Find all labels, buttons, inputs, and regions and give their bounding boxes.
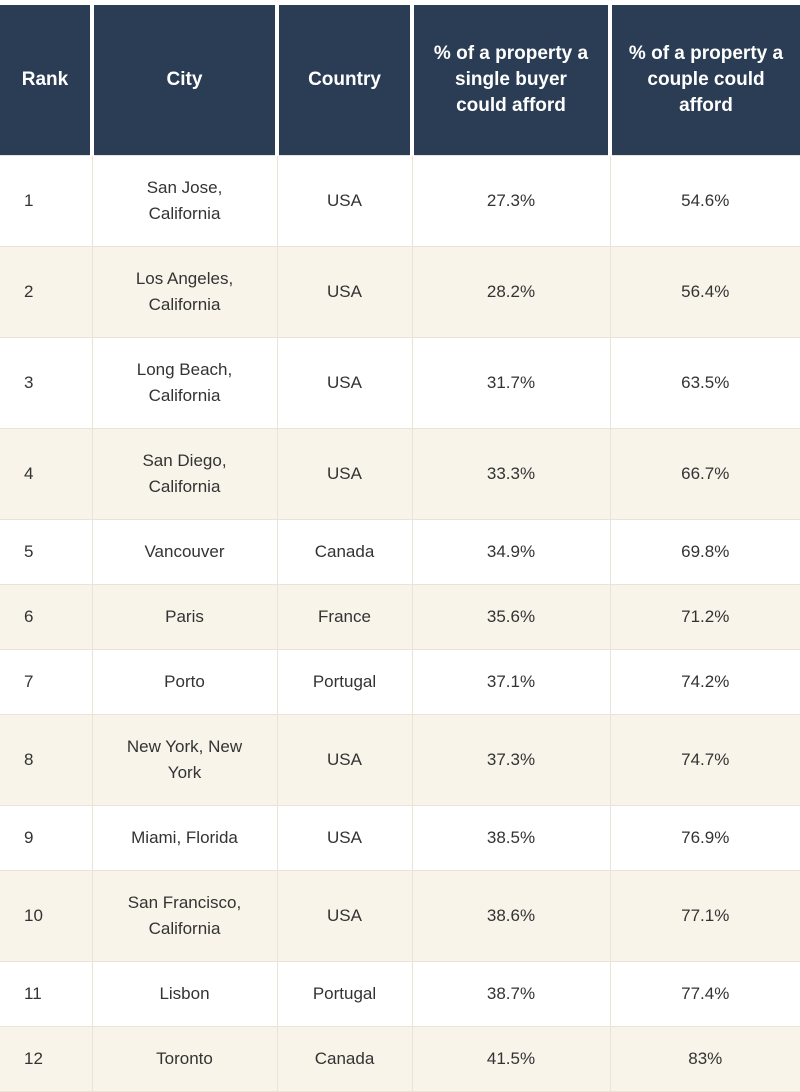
couple-cell: 69.8% [609, 518, 800, 585]
header-single-buyer-pct: % of a property a single buyer could aff… [412, 5, 612, 155]
city-cell: Porto [91, 648, 278, 715]
header-country: Country [277, 5, 414, 155]
table-row: 5 Vancouver Canada 34.9% 69.8% [0, 518, 800, 585]
country-cell: USA [276, 869, 413, 962]
single-buyer-cell: 28.2% [411, 245, 611, 338]
single-buyer-cell: 33.3% [411, 427, 611, 520]
header-row: Rank City Country % of a property a sing… [0, 5, 800, 155]
table-row: 11 Lisbon Portugal 38.7% 77.4% [0, 960, 800, 1027]
rank-cell: 7 [0, 648, 93, 715]
table-row: 8 New York, New York USA 37.3% 74.7% [0, 713, 800, 806]
couple-cell: 66.7% [609, 427, 800, 520]
header-rank: Rank [0, 5, 94, 155]
single-buyer-cell: 37.1% [411, 648, 611, 715]
couple-cell: 74.7% [609, 713, 800, 806]
rank-cell: 12 [0, 1025, 93, 1092]
city-cell: Lisbon [91, 960, 278, 1027]
country-cell: USA [276, 427, 413, 520]
city-cell: Vancouver [91, 518, 278, 585]
header-couple-pct: % of a property a couple could afford [610, 5, 800, 155]
single-buyer-cell: 35.6% [411, 583, 611, 650]
rank-cell: 11 [0, 960, 93, 1027]
city-cell: New York, New York [91, 713, 278, 806]
single-buyer-cell: 38.6% [411, 869, 611, 962]
table-row: 10 San Francisco, California USA 38.6% 77.1% [0, 869, 800, 962]
single-buyer-cell: 27.3% [411, 154, 611, 247]
table-row: 6 Paris France 35.6% 71.2% [0, 583, 800, 650]
table-row: 12 Toronto Canada 41.5% 83% [0, 1025, 800, 1092]
couple-cell: 63.5% [609, 336, 800, 429]
rank-cell: 3 [0, 336, 93, 429]
table-body: 1 San Jose, California USA 27.3% 54.6% 2 Los A… [0, 154, 800, 1092]
table-header: Rank City Country % of a property a sing… [0, 5, 800, 155]
city-cell: San Jose, California [91, 154, 278, 247]
couple-cell: 54.6% [609, 154, 800, 247]
couple-cell: 71.2% [609, 583, 800, 650]
single-buyer-cell: 38.7% [411, 960, 611, 1027]
header-city: City [92, 5, 279, 155]
rank-cell: 10 [0, 869, 93, 962]
table-row: 1 San Jose, California USA 27.3% 54.6% [0, 154, 800, 247]
couple-cell: 56.4% [609, 245, 800, 338]
single-buyer-cell: 37.3% [411, 713, 611, 806]
couple-cell: 77.4% [609, 960, 800, 1027]
rank-cell: 9 [0, 804, 93, 871]
city-cell: Long Beach, California [91, 336, 278, 429]
city-cell: Toronto [91, 1025, 278, 1092]
country-cell: USA [276, 336, 413, 429]
country-cell: USA [276, 804, 413, 871]
city-cell: San Diego, California [91, 427, 278, 520]
rank-cell: 4 [0, 427, 93, 520]
country-cell: USA [276, 245, 413, 338]
couple-cell: 76.9% [609, 804, 800, 871]
country-cell: USA [276, 154, 413, 247]
single-buyer-cell: 34.9% [411, 518, 611, 585]
table-row: 2 Los Angeles, California USA 28.2% 56.4% [0, 245, 800, 338]
table-row: 9 Miami, Florida USA 38.5% 76.9% [0, 804, 800, 871]
rank-cell: 1 [0, 154, 93, 247]
country-cell: Canada [276, 1025, 413, 1092]
table-row: 7 Porto Portugal 37.1% 74.2% [0, 648, 800, 715]
couple-cell: 83% [609, 1025, 800, 1092]
couple-cell: 77.1% [609, 869, 800, 962]
country-cell: France [276, 583, 413, 650]
city-cell: Miami, Florida [91, 804, 278, 871]
table-row: 3 Long Beach, California USA 31.7% 63.5% [0, 336, 800, 429]
single-buyer-cell: 38.5% [411, 804, 611, 871]
country-cell: Portugal [276, 648, 413, 715]
affordability-table: Rank City Country % of a property a sing… [0, 5, 800, 1092]
country-cell: Canada [276, 518, 413, 585]
rank-cell: 8 [0, 713, 93, 806]
couple-cell: 74.2% [609, 648, 800, 715]
city-cell: San Francisco, California [91, 869, 278, 962]
rank-cell: 6 [0, 583, 93, 650]
rank-cell: 2 [0, 245, 93, 338]
single-buyer-cell: 31.7% [411, 336, 611, 429]
single-buyer-cell: 41.5% [411, 1025, 611, 1092]
city-cell: Los Angeles, California [91, 245, 278, 338]
city-cell: Paris [91, 583, 278, 650]
rank-cell: 5 [0, 518, 93, 585]
country-cell: USA [276, 713, 413, 806]
table-row: 4 San Diego, California USA 33.3% 66.7% [0, 427, 800, 520]
country-cell: Portugal [276, 960, 413, 1027]
